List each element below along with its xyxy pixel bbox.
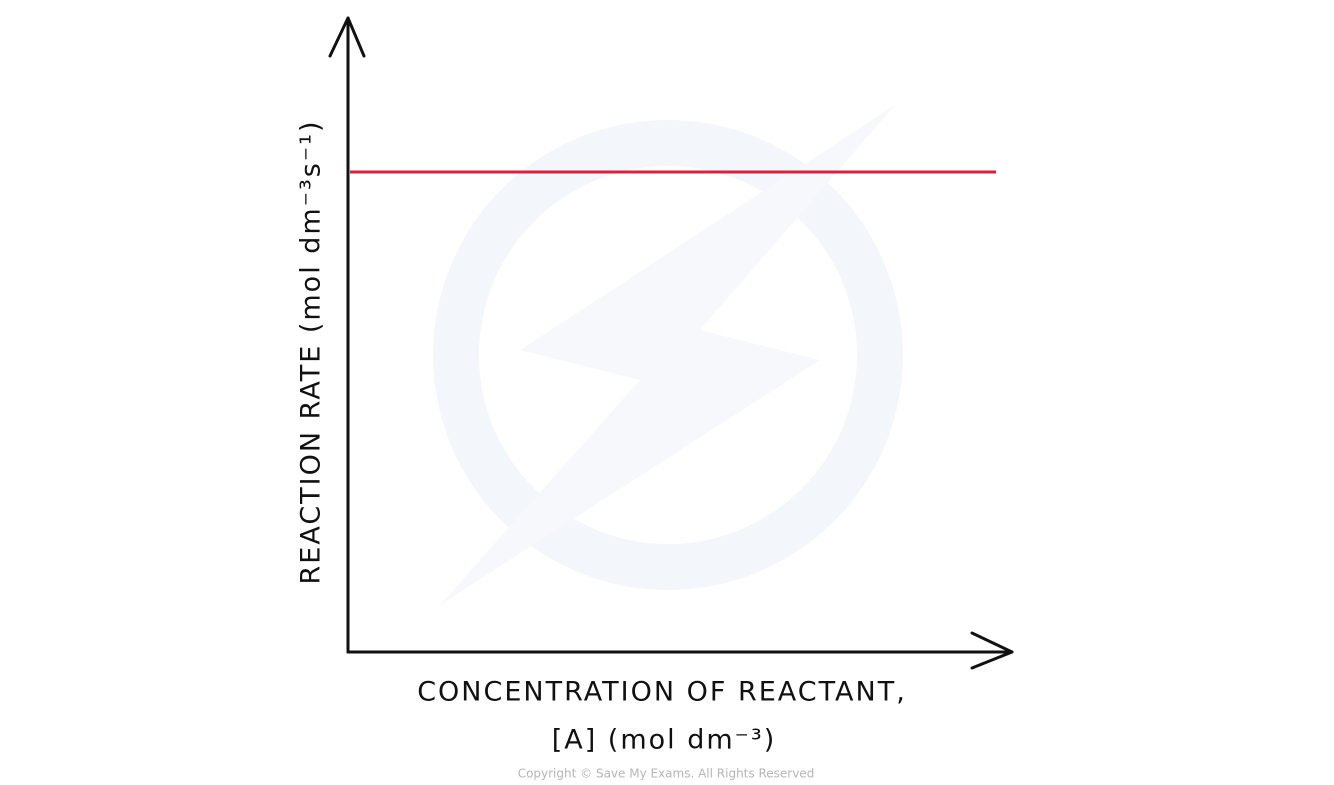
x-axis-arrow [970,631,1014,670]
y-axis-arrow [328,16,366,58]
y-axis-label: REACTION RATE (mol dm⁻³s⁻¹) [296,120,327,585]
copyright: Copyright © Save My Exams. All Rights Re… [518,767,815,781]
axes [328,16,1014,670]
watermark [433,105,903,605]
x-axis-label: [A] (mol dm⁻³) [552,725,777,756]
x-axis-label: CONCENTRATION OF REACTANT, [417,677,907,708]
